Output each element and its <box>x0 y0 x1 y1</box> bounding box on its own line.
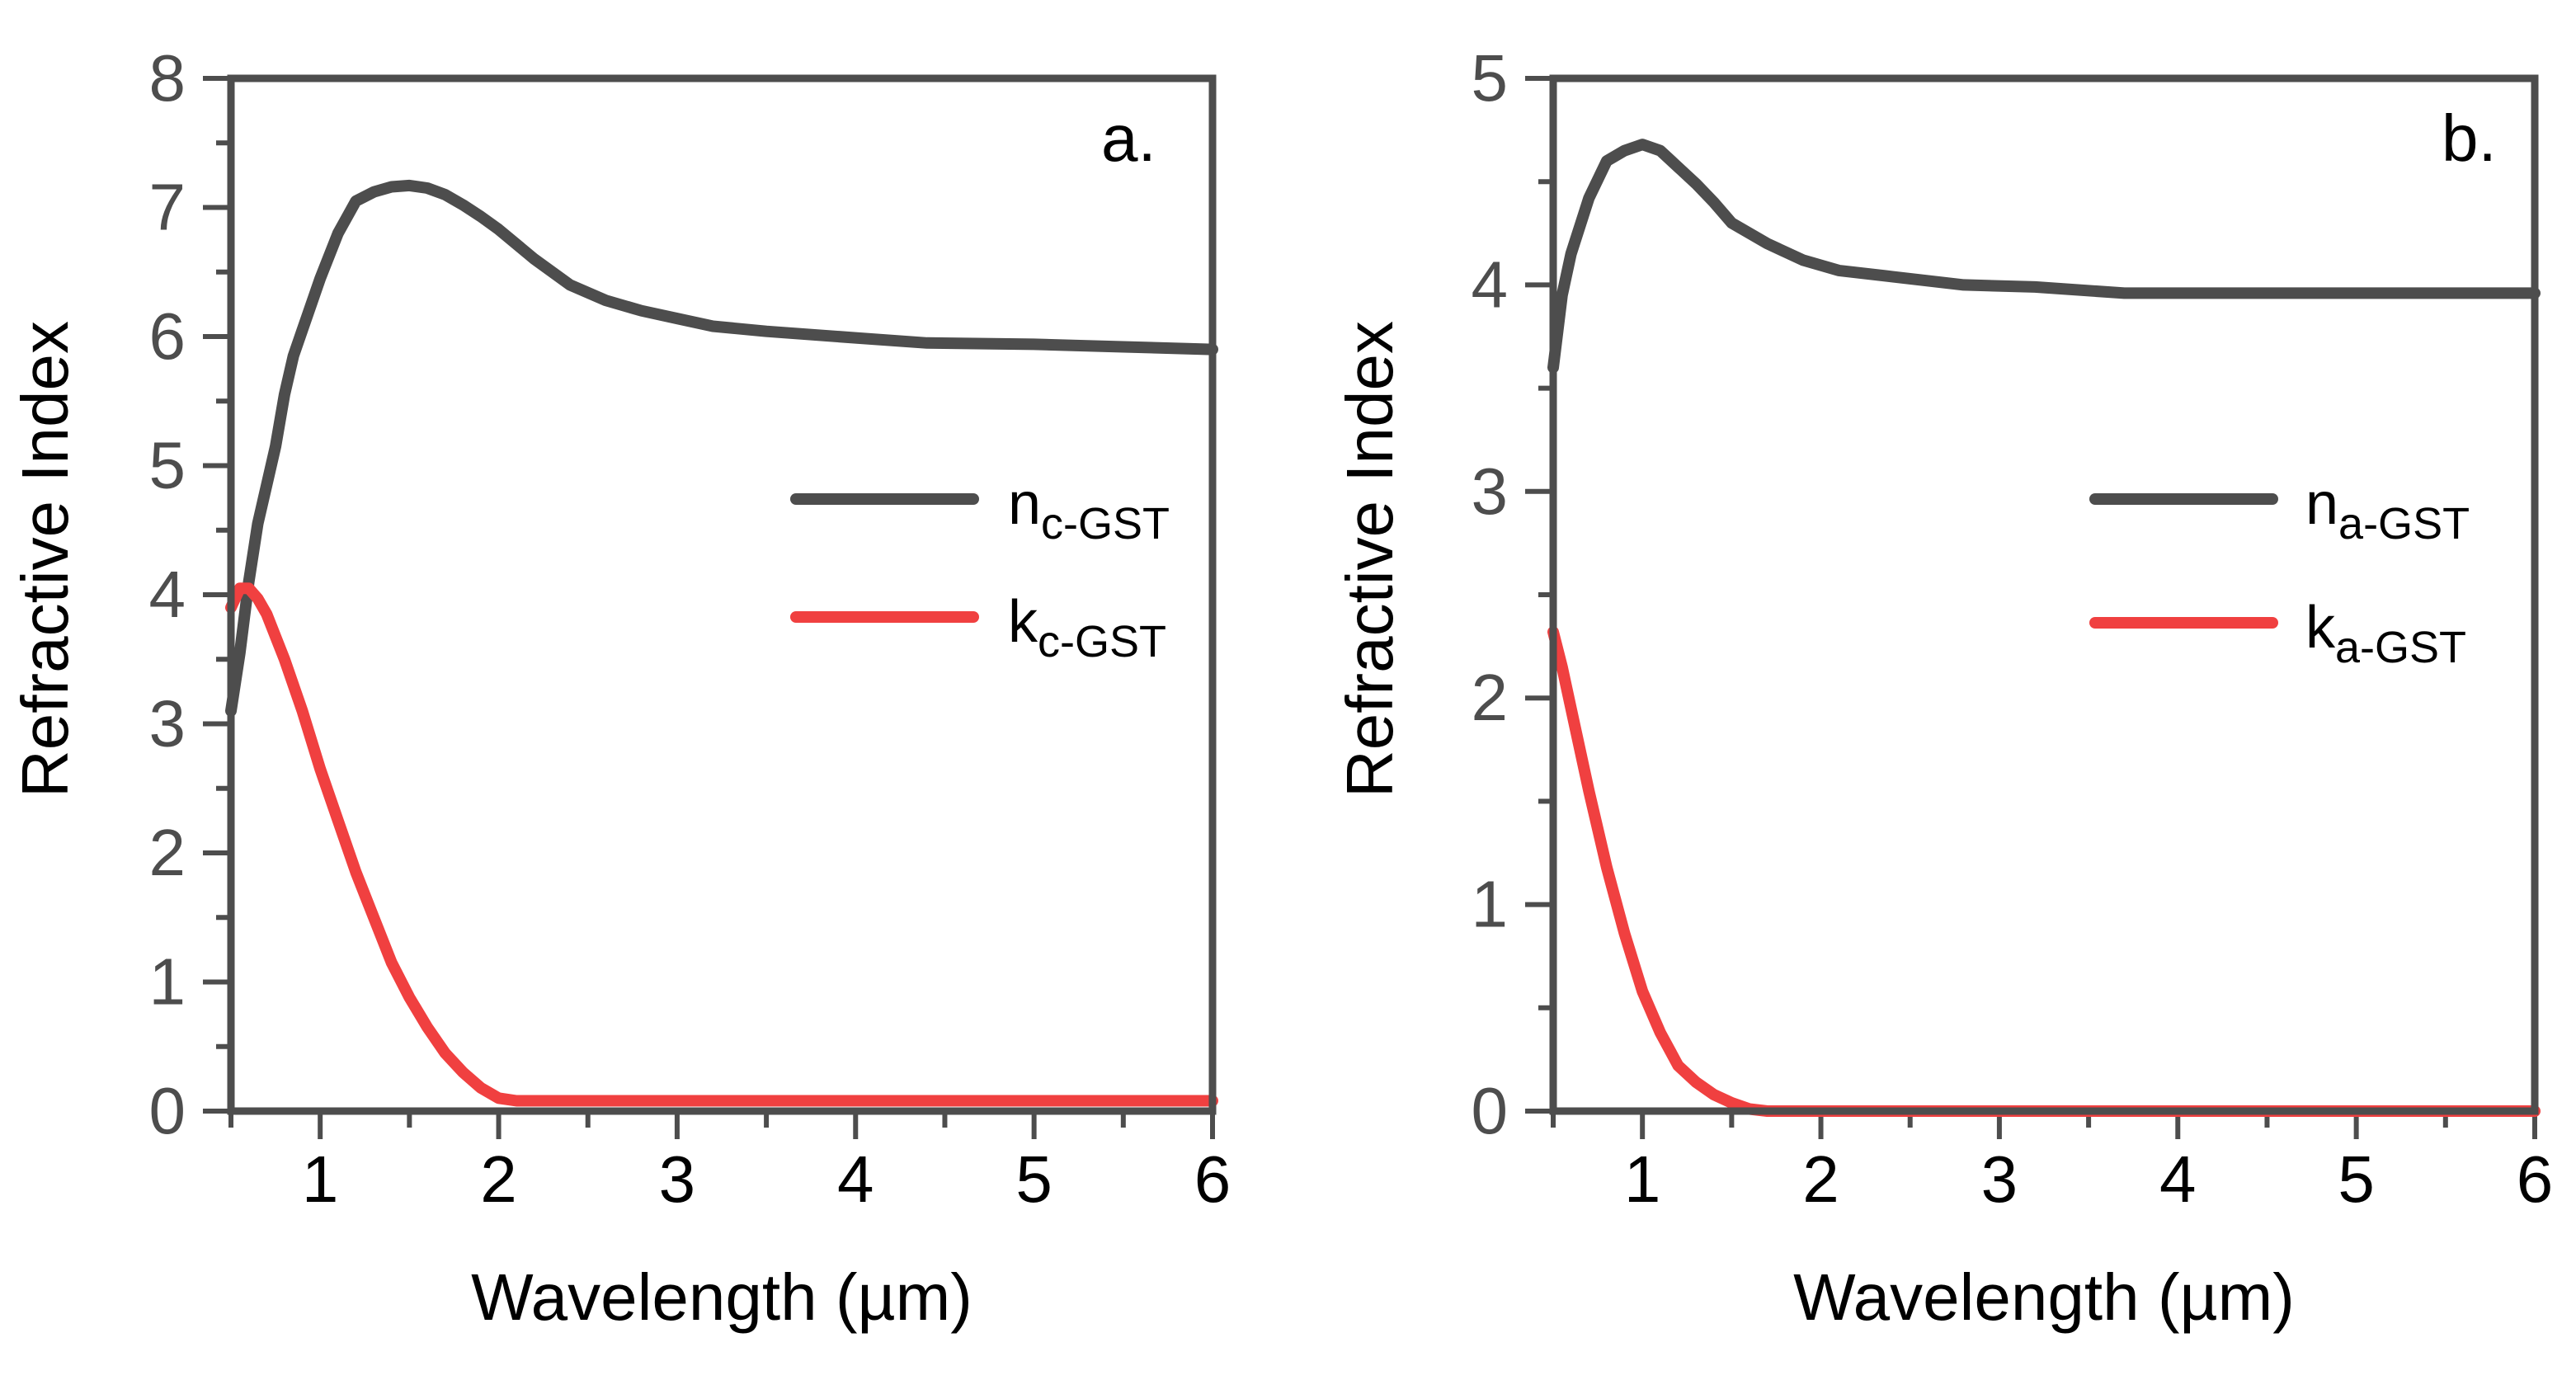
panel-a-y-tick-label: 3 <box>149 687 186 761</box>
panel-b-x-tick-label: 3 <box>1981 1142 2018 1216</box>
panel-a-y-axis-title: Refractive Index <box>8 321 82 798</box>
panel-a-x-tick-label: 6 <box>1194 1142 1231 1216</box>
panel-a-legend-k-label: kc-GST <box>1008 589 1166 666</box>
panel-a-y-tick-label: 5 <box>149 429 186 502</box>
panel-a-x-tick-label: 4 <box>837 1142 874 1216</box>
panel-b-y-tick-label: 3 <box>1472 455 1509 528</box>
panel-a-series <box>225 179 1218 1107</box>
panel-a-plot-frame <box>227 74 1217 1115</box>
panel-b-y-tick-label: 2 <box>1472 661 1509 734</box>
panel-b-x-tick-label: 5 <box>2338 1142 2375 1216</box>
panel-b-legend-k-subscript: a-GST <box>2335 623 2466 672</box>
panel-b-legend-n-symbol: n <box>2305 471 2338 537</box>
panel-b-legend-k-symbol: k <box>2305 595 2336 661</box>
panel-a-y-ticks: 0 1 2 3 4 5 6 7 8 <box>149 41 231 1147</box>
panel-b-y-axis-title: Refractive Index <box>1333 321 1406 798</box>
panel-a-x-axis-title: Wavelength (µm) <box>471 1260 972 1334</box>
panel-a-y-tick-label: 6 <box>149 299 186 373</box>
panel-b-y-tick-label: 4 <box>1472 247 1509 321</box>
panel-a-x-tick-label: 5 <box>1015 1142 1053 1216</box>
panel-a-y-tick-label: 1 <box>149 945 186 1019</box>
panel-b: Refractive Index 0 1 2 3 4 5 1 2 3 4 5 6 b. Wavele… <box>1333 41 2553 1334</box>
panel-a-series-k-line <box>225 582 1218 1107</box>
panel-a-legend-n-subscript: c-GST <box>1041 499 1170 549</box>
panel-b-y-tick-label: 1 <box>1472 868 1509 941</box>
panel-b-x-ticks: 1 2 3 4 5 6 <box>1551 1111 2554 1216</box>
panel-a-legend-k-subscript: c-GST <box>1038 617 1166 666</box>
panel-b-y-ticks: 0 1 2 3 4 5 <box>1472 41 1553 1147</box>
panel-b-series-n-line <box>1547 139 2541 374</box>
panel-b-legend-k-label: ka-GST <box>2305 595 2466 672</box>
panel-b-y-tick-label: 5 <box>1472 41 1509 115</box>
panel-a: Refractive Index 0 1 2 3 4 5 6 7 8 1 2 3 4 5 6 a. Wav… <box>8 41 1231 1334</box>
panel-b-x-tick-label: 2 <box>1802 1142 1839 1216</box>
panel-a-y-tick-label: 4 <box>149 558 186 631</box>
panel-b-plot-frame <box>1549 74 2539 1115</box>
panel-a-legend-n-symbol: n <box>1008 471 1041 537</box>
panel-b-legend-n-subscript: a-GST <box>2338 499 2470 549</box>
panel-b-x-tick-label: 4 <box>2159 1142 2197 1216</box>
panel-b-legend-n-label: na-GST <box>2305 471 2470 549</box>
panel-b-y-tick-label: 0 <box>1472 1074 1509 1147</box>
panel-a-y-tick-label: 7 <box>149 171 186 244</box>
panel-a-legend-k-symbol: k <box>1008 589 1038 655</box>
panel-b-legend: na-GST ka-GST <box>2089 471 2470 672</box>
panel-a-y-tick-label: 0 <box>149 1074 186 1147</box>
panel-a-legend: nc-GST kc-GST <box>790 471 1170 666</box>
panel-a-legend-n-label: nc-GST <box>1008 471 1170 549</box>
panel-a-y-tick-label: 8 <box>149 41 186 115</box>
panel-a-x-tick-label: 2 <box>480 1142 517 1216</box>
panel-b-label: b. <box>2442 101 2497 175</box>
panel-a-x-tick-label: 3 <box>659 1142 696 1216</box>
panel-a-series-n-line <box>225 179 1218 717</box>
panel-a-label: a. <box>1101 101 1156 175</box>
panel-b-x-tick-label: 1 <box>1624 1142 1661 1216</box>
panel-b-x-axis-title: Wavelength (µm) <box>1793 1260 2295 1334</box>
panel-b-x-tick-label: 6 <box>2517 1142 2554 1216</box>
panel-a-y-tick-label: 2 <box>149 816 186 889</box>
panel-a-x-tick-label: 1 <box>302 1142 339 1216</box>
